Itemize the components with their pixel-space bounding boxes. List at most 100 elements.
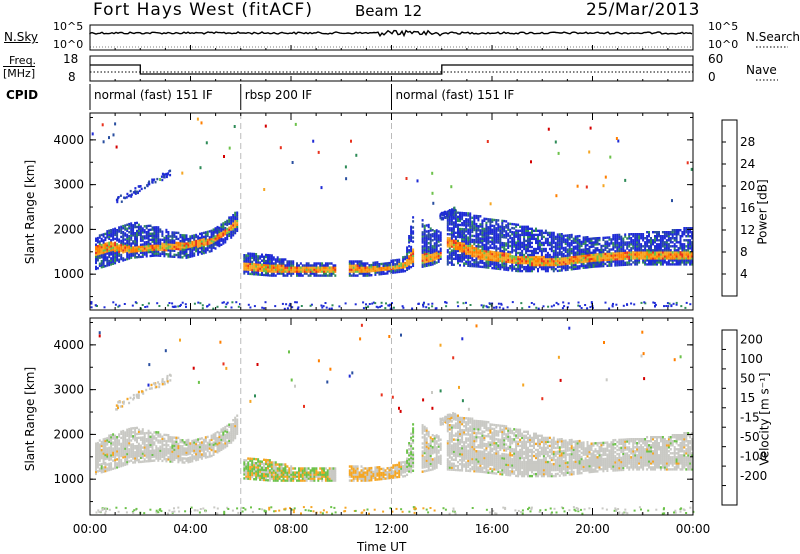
power-cell	[525, 229, 528, 232]
vel-cell	[195, 438, 198, 442]
power-cell	[485, 256, 488, 259]
power-cell	[195, 233, 198, 237]
power-cell	[576, 261, 579, 264]
power-cell	[177, 255, 180, 259]
power-cell	[576, 237, 579, 240]
vel-cell	[183, 451, 186, 454]
power-cell	[136, 239, 138, 243]
power-cell	[604, 254, 607, 258]
power-cell	[489, 222, 492, 225]
vel-cell	[189, 456, 192, 459]
power-cell	[214, 241, 217, 244]
power-cell	[218, 238, 221, 242]
power-cell	[147, 236, 150, 240]
vel-cell	[157, 435, 160, 438]
power-cell	[408, 237, 411, 240]
power-cell	[112, 238, 115, 241]
power-cell	[650, 251, 652, 254]
power-cell	[423, 246, 426, 250]
vel-cell	[118, 439, 121, 442]
power-cell	[352, 262, 355, 265]
power-cell	[491, 220, 494, 223]
vel-cell	[153, 443, 156, 446]
vel-cell	[134, 457, 137, 460]
power-cell	[503, 230, 506, 233]
power-cell	[116, 245, 119, 248]
power-cell	[608, 236, 611, 239]
power-cell	[130, 254, 133, 257]
power-cell	[116, 231, 119, 234]
power-cell	[538, 231, 541, 235]
power-cell	[450, 255, 453, 258]
power-cell	[685, 245, 688, 248]
power-cell	[321, 270, 324, 273]
power-cell	[286, 262, 289, 265]
power-cell	[130, 256, 133, 259]
power-cell	[588, 150, 591, 154]
power-cell	[659, 243, 662, 246]
power-cell	[208, 244, 211, 247]
vel-cell	[95, 468, 97, 472]
power-cell	[315, 266, 318, 269]
power-cell	[473, 224, 476, 228]
power-cell	[554, 140, 557, 144]
power-cell	[471, 216, 474, 219]
power-cell	[321, 274, 324, 277]
power-cell	[245, 260, 248, 263]
power-cell	[431, 239, 434, 242]
vel-cell	[126, 438, 129, 442]
power-cell	[663, 233, 666, 236]
power-cell	[663, 243, 666, 246]
power-cell	[479, 215, 482, 218]
power-cell	[104, 236, 107, 240]
power-cell	[531, 257, 533, 261]
power-cell	[255, 257, 258, 260]
power-cell	[162, 173, 165, 176]
power-cell	[431, 249, 434, 252]
vel-cell	[173, 452, 176, 455]
power-cell	[479, 245, 482, 248]
power-cell	[614, 240, 617, 243]
power-cell	[497, 223, 500, 226]
power-cell	[467, 256, 470, 259]
power-cell	[495, 221, 498, 224]
power-cell	[567, 302, 570, 305]
power-cell	[362, 272, 365, 275]
power-cell	[624, 261, 627, 264]
vel-cell	[100, 456, 103, 460]
power-cell	[317, 150, 320, 154]
power-cell	[636, 233, 639, 236]
power-cell	[284, 264, 287, 267]
power-cell	[222, 234, 225, 237]
vel-cell	[159, 451, 162, 454]
power-cell	[112, 262, 115, 265]
vel-cell	[210, 444, 213, 448]
vel-cell	[137, 450, 140, 454]
power-cell	[529, 227, 531, 230]
power-cell	[452, 223, 455, 226]
power-cell	[477, 255, 480, 258]
power-cell	[110, 245, 113, 248]
power-cell	[425, 306, 428, 309]
vel-cell	[202, 454, 205, 458]
power-cell	[475, 230, 478, 234]
vel-cell	[218, 441, 221, 445]
power-cell	[618, 247, 621, 251]
nave-tick-bottom: 0	[708, 70, 716, 84]
power-cell	[102, 233, 105, 236]
power-cell	[286, 260, 289, 263]
power-cell	[310, 303, 313, 306]
power-cell	[533, 303, 536, 306]
vel-cell	[149, 449, 152, 453]
power-cell	[509, 256, 512, 260]
power-cell	[431, 247, 434, 250]
power-cell	[673, 233, 676, 236]
power-cell	[139, 251, 142, 254]
power-cell	[212, 236, 215, 239]
power-cell	[548, 253, 551, 257]
power-cell	[503, 268, 506, 271]
power-cell	[441, 211, 443, 215]
power-cell	[548, 233, 551, 237]
power-cell	[218, 226, 221, 230]
power-cell	[386, 266, 389, 269]
